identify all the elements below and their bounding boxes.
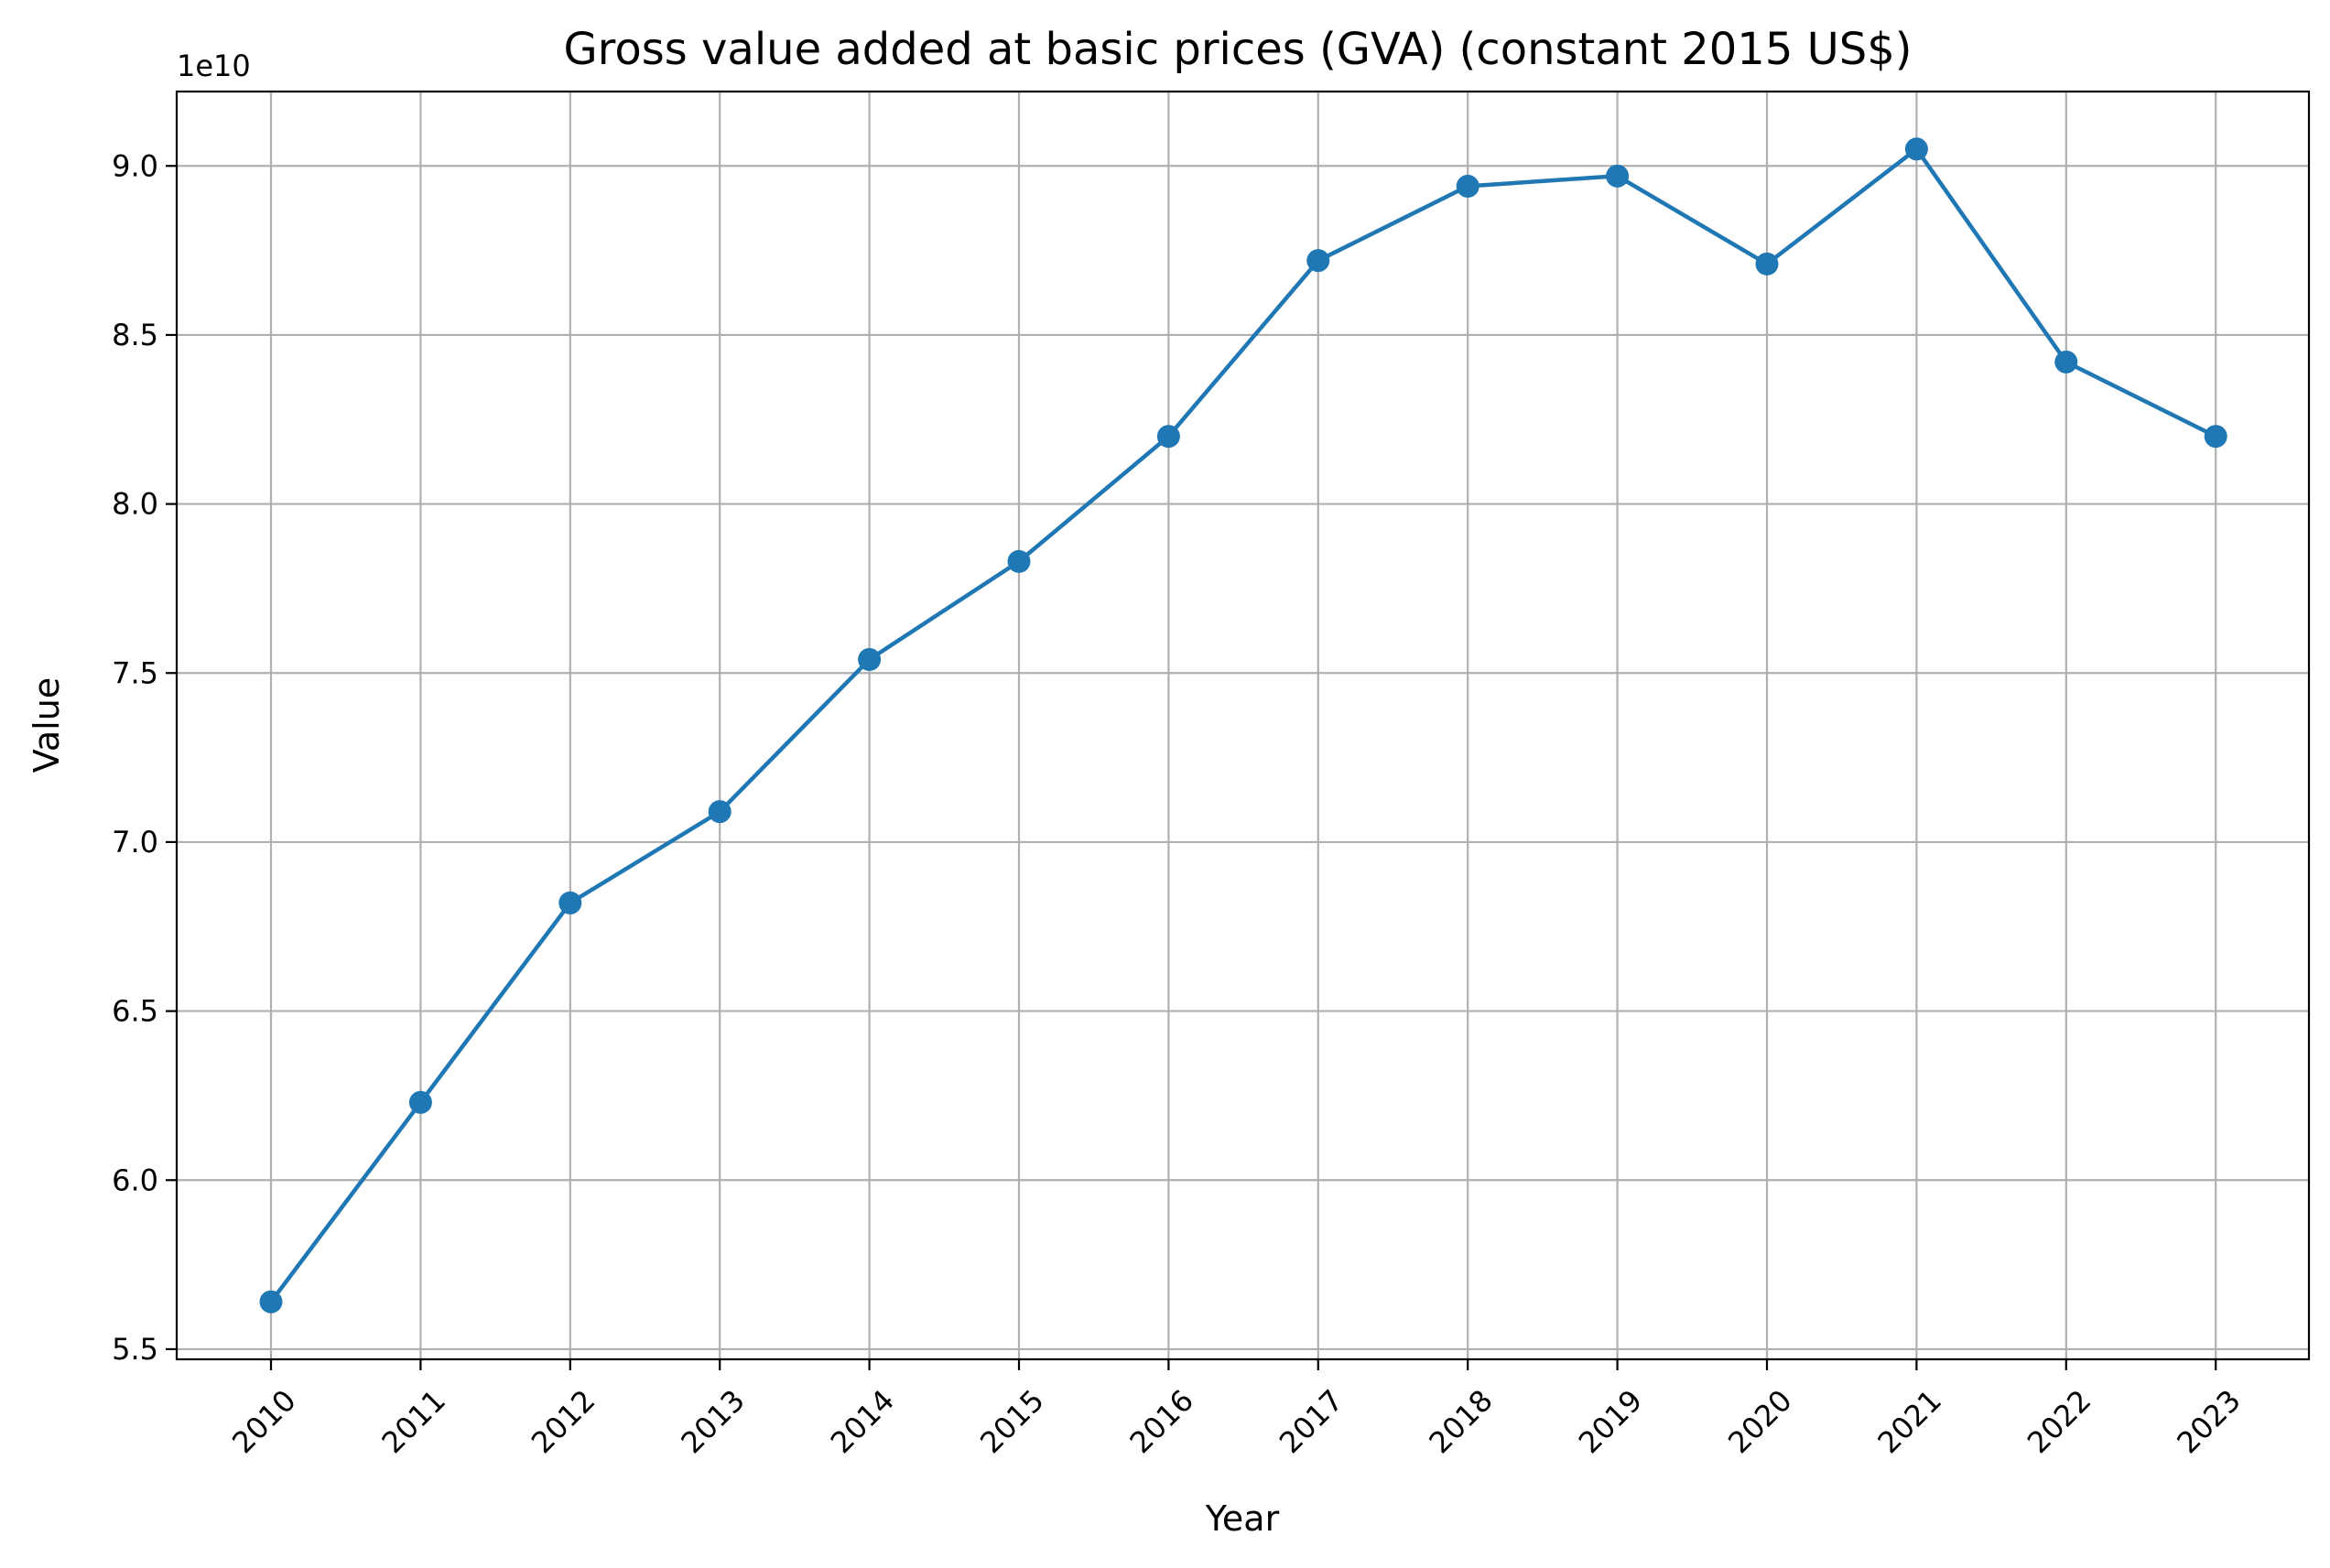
x-tick-label: 2011 [375,1383,452,1460]
y-tick-label: 6.5 [112,994,158,1029]
x-axis-label: Year [1205,1498,1280,1539]
data-point [1456,174,1479,198]
x-tick-label: 2010 [225,1383,302,1460]
data-point [2054,350,2078,373]
x-tick-label: 2016 [1123,1383,1200,1460]
x-tick-label: 2017 [1273,1383,1349,1460]
series-group [259,137,2227,1314]
x-tick-label: 2019 [1572,1383,1649,1460]
x-tick-label: 2021 [1871,1383,1948,1460]
y-tick-label: 8.5 [112,318,158,352]
data-point [1755,252,1779,276]
axis-ticks: 2010 2011 2012 2013 2014 2015 2016 2017 2018 2019… [112,148,2248,1460]
series-line [268,146,2218,1304]
data-point [708,800,732,824]
y-axis-label: Value [27,677,67,773]
x-tick-label: 2013 [674,1383,751,1460]
x-tick-label: 2023 [2170,1383,2247,1460]
y-tick-label: 7.5 [112,655,158,690]
y-tick-label: 6.0 [112,1162,158,1197]
chart-title: Gross value added at basic prices (GVA) … [563,24,1912,75]
data-point [1606,164,1630,188]
x-tick-label: 2020 [1721,1383,1798,1460]
data-point [858,647,882,671]
data-point [1904,137,1928,161]
x-tick-label: 2012 [525,1383,601,1460]
data-point [1156,425,1180,449]
y-tick-label: 8.0 [112,487,158,522]
data-point [2204,425,2227,449]
data-point [259,1290,283,1314]
y-tick-label: 9.0 [112,148,158,183]
plot-frame [175,90,2311,1361]
data-point [558,891,582,914]
x-tick-label: 2022 [2021,1383,2097,1460]
x-tick-label: 2018 [1422,1383,1499,1460]
data-point [408,1090,432,1114]
x-tick-label: 2015 [973,1383,1050,1460]
y-tick-label: 7.0 [112,825,158,860]
data-point [1007,549,1031,573]
data-point [1306,249,1330,273]
grid-lines [177,92,2309,1359]
y-tick-label: 5.5 [112,1332,158,1367]
x-tick-label: 2014 [824,1383,901,1460]
y-offset-label: 1e10 [177,49,251,83]
